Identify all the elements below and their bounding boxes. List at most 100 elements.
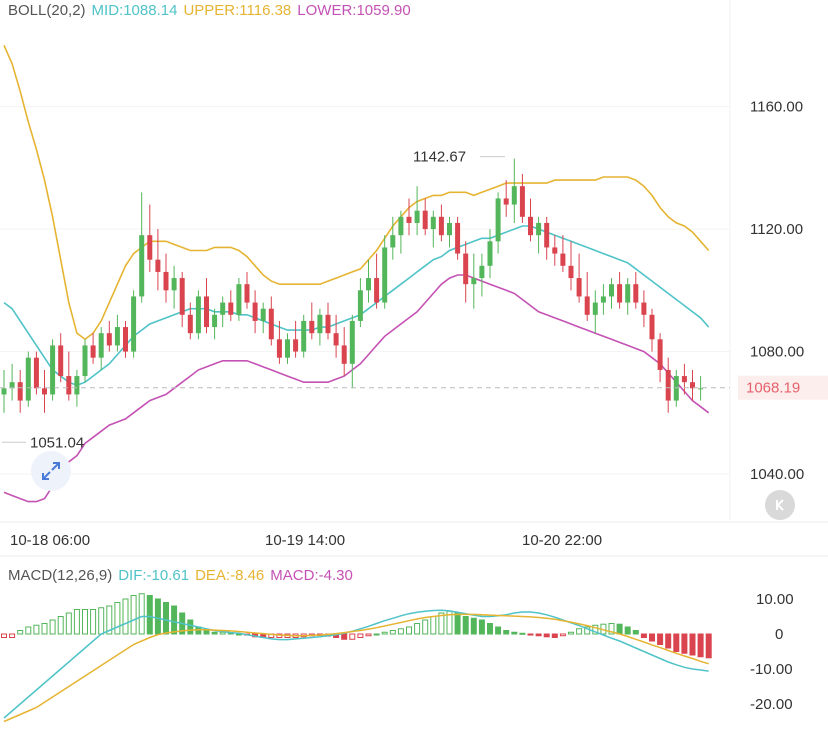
macd-bar	[527, 633, 534, 636]
candle-body	[58, 345, 64, 377]
macd-bar	[673, 633, 680, 652]
candle	[349, 314, 355, 389]
macd-bar	[397, 628, 404, 635]
candle	[276, 320, 282, 364]
candle-body	[600, 296, 606, 303]
candle-body	[236, 284, 242, 315]
candle-body	[131, 296, 137, 352]
candle	[317, 308, 323, 346]
candle	[163, 253, 169, 303]
candle	[447, 216, 452, 248]
candle-body	[171, 278, 177, 291]
boll-legend-mid: MID:1088.14	[91, 2, 178, 19]
candle-body	[479, 265, 485, 279]
annotations: 1068.19 1142.67 1051.04	[0, 149, 828, 451]
candle-body	[268, 308, 274, 340]
candle	[301, 314, 307, 358]
macd-bar	[551, 633, 558, 638]
candle	[9, 363, 15, 401]
macd-bar	[592, 624, 599, 635]
candle-body	[357, 290, 363, 321]
candle	[471, 253, 477, 309]
candle	[252, 290, 258, 334]
candle	[414, 186, 420, 236]
candle	[244, 271, 250, 309]
scroll-to-latest-button[interactable]	[765, 490, 795, 520]
macd-bar	[657, 633, 664, 645]
boll-legend-lower: LOWER:1059.90	[297, 2, 411, 19]
boll-legend-name: BOLL(20,2)	[8, 2, 86, 19]
macd-bar	[649, 633, 655, 642]
candle-body	[641, 302, 647, 315]
candle	[382, 235, 388, 309]
candle	[171, 265, 177, 309]
current-price-tag	[738, 375, 828, 400]
expand-button[interactable]	[31, 451, 71, 491]
candle-body	[406, 216, 412, 223]
candle	[665, 357, 671, 413]
candle	[633, 271, 639, 309]
macd-bar	[681, 633, 688, 654]
candle	[544, 216, 550, 260]
candle	[82, 339, 88, 383]
main-y-tick-label: 1120.00	[750, 221, 803, 238]
candle-body	[155, 259, 161, 272]
macd-bar	[430, 616, 437, 635]
macd-bar	[503, 630, 510, 635]
candle	[220, 296, 226, 328]
candle	[657, 333, 663, 383]
candle-body	[212, 314, 218, 328]
main-y-tick-label: 1040.00	[750, 466, 804, 483]
candle-body	[228, 302, 234, 315]
candle	[366, 259, 371, 303]
candle	[519, 173, 525, 223]
candle	[17, 369, 23, 413]
candle-body	[536, 222, 542, 236]
macd-bar	[341, 633, 348, 640]
candle	[123, 320, 128, 358]
candle-body	[576, 278, 582, 297]
candle-body	[147, 235, 153, 260]
candle	[438, 204, 444, 242]
candle-body	[398, 216, 404, 236]
candle-body	[617, 284, 623, 303]
candle-body	[665, 369, 671, 401]
candle-body	[568, 265, 574, 279]
candle	[236, 278, 242, 321]
candle	[114, 314, 120, 352]
candle	[592, 290, 598, 334]
macd-y-tick-label: -10.00	[750, 661, 793, 678]
candle	[463, 241, 469, 303]
candle-body	[244, 284, 250, 303]
macd-legend-name: MACD(12,26,9)	[8, 567, 113, 584]
macd-bar	[406, 626, 412, 635]
candle	[422, 198, 428, 236]
candle-body	[503, 198, 509, 205]
candle	[455, 216, 461, 260]
candle-body	[252, 302, 258, 321]
macd-bar	[90, 609, 97, 635]
candle	[552, 235, 558, 266]
macd-legend: MACD(12,26,9) DIF:-10.61 DEA:-8.46 MACD:-4.…	[8, 567, 359, 584]
candle	[511, 158, 517, 223]
candle-body	[179, 278, 185, 315]
macd-legend-dea: DEA:-8.46	[195, 567, 265, 584]
candle-body	[519, 186, 525, 217]
macd-legend-dif: DIF:-10.61	[118, 567, 190, 584]
candle-body	[552, 247, 558, 254]
candle	[131, 290, 137, 358]
macd-bar	[478, 619, 485, 635]
x-tick-label: 10-20 22:00	[522, 532, 602, 549]
macd-bar	[697, 633, 704, 658]
macd-bar	[519, 632, 526, 635]
candle	[74, 369, 80, 407]
candle	[293, 320, 299, 358]
candle	[139, 192, 145, 303]
candle-body	[195, 296, 201, 334]
boll-lower-line	[3, 274, 710, 503]
candle	[374, 253, 380, 309]
candle-body	[495, 198, 501, 242]
macd-bar	[25, 626, 32, 635]
macd-bar	[171, 605, 178, 635]
